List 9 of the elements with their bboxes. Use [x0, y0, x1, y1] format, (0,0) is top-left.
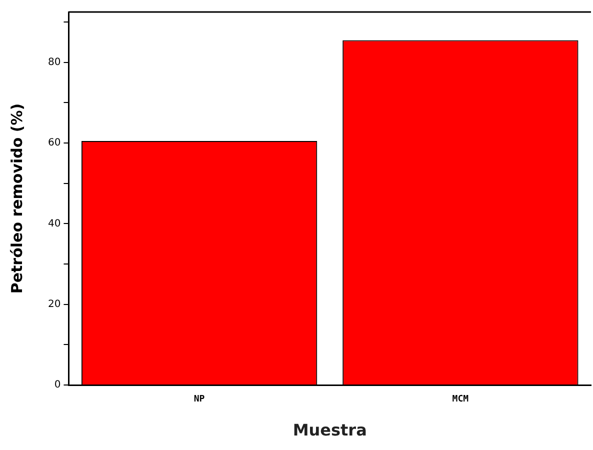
x-tick-label: NP [194, 394, 206, 405]
x-tick-label: MCM [452, 394, 470, 405]
y-axis-title: Petróleo removido (%) [8, 103, 26, 294]
y-tick-label: 80 [48, 57, 61, 68]
y-tick-label: 60 [48, 138, 61, 149]
y-tick-label: 0 [54, 380, 61, 391]
x-axis-title: Muestra [292, 420, 367, 440]
y-tick-label: 20 [48, 298, 61, 310]
y-tick-label: 40 [48, 218, 61, 230]
